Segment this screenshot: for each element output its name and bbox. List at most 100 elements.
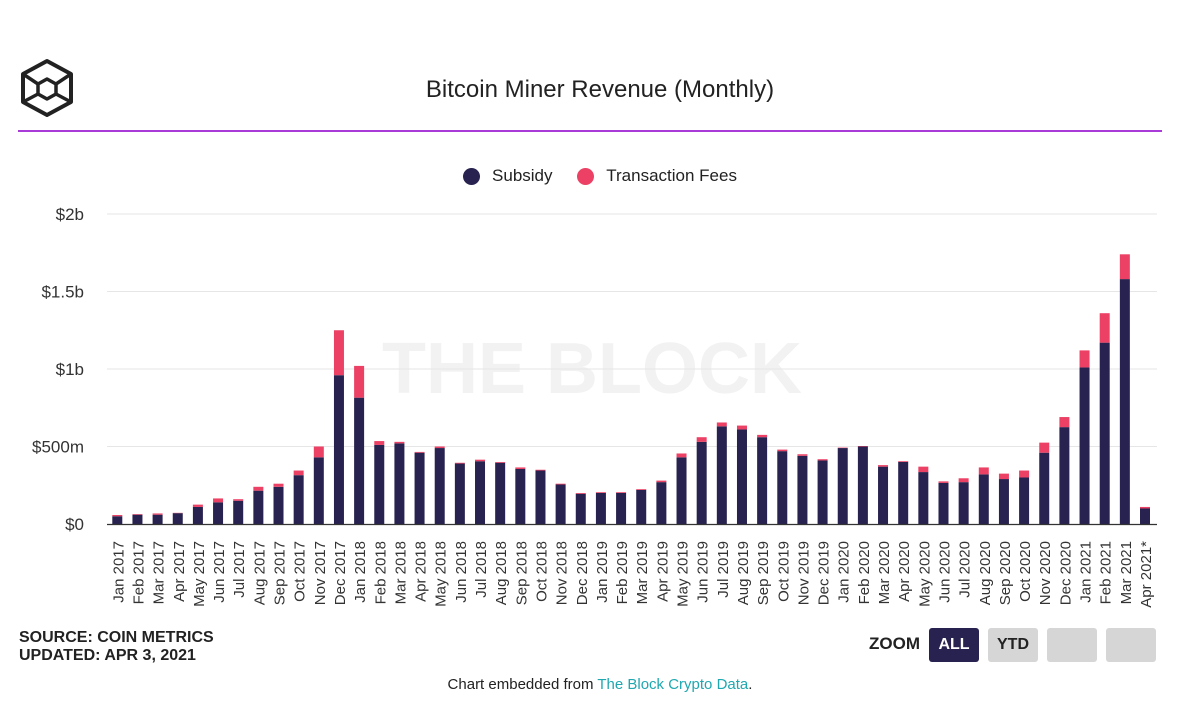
bar-fees [898,461,909,462]
bar-fees [354,365,365,398]
x-tick-label: Jan 2021 [1078,541,1095,603]
bar-subsidy [414,452,425,524]
bar-subsidy [374,444,385,524]
bar-subsidy [857,446,868,524]
x-tick-label: Sep 2018 [513,541,530,605]
y-tick-label: $1b [56,360,84,379]
x-tick-label: Feb 2019 [614,541,631,604]
bar-subsidy [817,460,828,524]
legend-dot-fees-icon [577,167,595,185]
zoom-all-button[interactable]: ALL [929,628,979,662]
bar-fees [253,486,264,491]
y-tick-label: $2b [56,205,84,224]
x-tick-label: Oct 2019 [775,541,792,602]
bar-subsidy [978,474,989,524]
bar-fees [938,481,949,483]
bar-fees [313,446,324,458]
zoom-blank-button-1[interactable] [1047,628,1097,662]
bar-subsidy [273,486,284,524]
x-tick-label: Sep 2017 [272,541,289,605]
x-tick-label: Jun 2019 [695,541,712,603]
zoom-ytd-button[interactable]: YTD [988,628,1038,662]
x-tick-label: Sep 2020 [997,541,1014,605]
chart-title: Bitcoin Miner Revenue (Monthly) [425,76,775,103]
x-tick-label: Sep 2019 [755,541,772,605]
the-block-logo-icon [21,59,73,117]
bar-subsidy [394,443,405,524]
bar-subsidy [213,502,224,524]
x-tick-label: Jan 2017 [110,541,127,603]
embed-suffix: . [748,676,753,693]
bar-fees [273,483,284,487]
bar-fees [696,437,707,442]
bar-subsidy [434,448,445,524]
bar-subsidy [1039,452,1050,524]
bar-subsidy [313,457,324,524]
bar-subsidy [1079,367,1090,524]
bar-fees [434,446,445,449]
bar-subsidy [777,451,788,524]
x-tick-label: May 2018 [433,541,450,607]
bar-fees [998,473,1009,480]
bar-subsidy [354,397,365,524]
x-tick-label: Nov 2020 [1037,541,1054,605]
bar-subsidy [1119,279,1130,524]
x-tick-label: Apr 2021* [1138,541,1155,608]
bar-fees [475,459,486,462]
bar-fees [736,425,747,430]
bar-subsidy [192,506,203,524]
bar-fees [595,492,606,493]
x-tick-label: Jan 2018 [352,541,369,603]
bar-fees [233,499,244,501]
bar-subsidy [575,493,586,524]
bar-fees [757,434,768,438]
x-tick-label: Jan 2019 [594,541,611,603]
bar-fees [213,498,224,503]
x-tick-label: Feb 2017 [130,541,147,604]
x-tick-label: Oct 2018 [533,541,550,602]
bar-subsidy [595,493,606,524]
bar-fees [1099,313,1110,343]
bar-fees [1019,470,1030,478]
x-tick-label: Dec 2020 [1057,541,1074,605]
x-tick-label: Jun 2020 [936,541,953,603]
bar-subsidy [958,482,969,524]
bar-fees [978,467,989,475]
source-block: SOURCE: COIN METRICS UPDATED: APR 3, 202… [19,629,214,665]
legend-item-subsidy[interactable]: Subsidy [463,166,553,186]
bar-fees [1039,442,1050,453]
bar-fees [495,462,506,463]
bar-fees [555,483,566,485]
bar-fees [394,441,405,444]
bar-fees [797,454,808,456]
bar-subsidy [757,437,768,524]
bar-fees [333,330,344,376]
bar-subsidy [515,468,526,524]
bar-fees [636,489,647,490]
bar-subsidy [636,489,647,524]
bar-subsidy [878,466,889,524]
bar-subsidy [495,462,506,524]
x-tick-label: May 2019 [675,541,692,607]
legend-item-fees[interactable]: Transaction Fees [577,166,737,186]
embed-prefix: Chart embedded from [447,676,598,693]
x-tick-label: Jun 2018 [453,541,470,603]
bar-fees [293,470,304,476]
bar-fees [676,453,687,458]
bar-subsidy [656,482,667,524]
bar-subsidy [797,455,808,524]
embed-link[interactable]: The Block Crypto Data [597,676,749,693]
bar-fees [575,493,586,494]
zoom-blank-button-2[interactable] [1106,628,1156,662]
x-tick-label: Aug 2017 [251,541,268,605]
embed-credit: Chart embedded from The Block Crypto Dat… [0,676,1200,693]
x-tick-label: Oct 2017 [292,541,309,602]
bar-subsidy [1059,427,1070,524]
bar-subsidy [998,479,1009,524]
bar-fees [1059,417,1070,428]
bar-subsidy [938,482,949,524]
bar-subsidy [676,457,687,524]
x-tick-label: Mar 2020 [876,541,893,604]
bar-subsidy [736,429,747,524]
